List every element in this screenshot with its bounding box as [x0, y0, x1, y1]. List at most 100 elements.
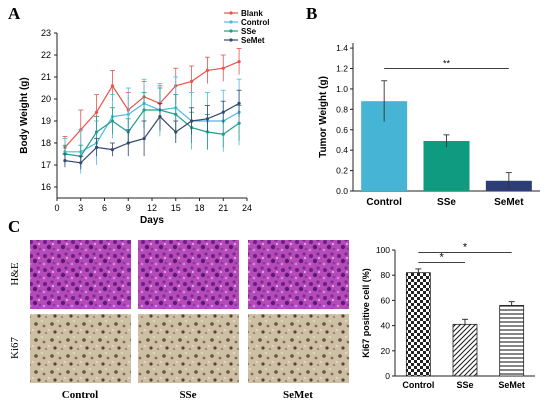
panel-label-b: B	[306, 4, 317, 23]
y-tick-label: 60	[381, 295, 391, 305]
tumor-weight-chart: 0.0 0.2 0.4 0.6 0.8 1.0 1.2 1.4 Tumor Weight (g)…	[318, 43, 540, 208]
y-axis-label: Ki67 positive cell (%)	[361, 268, 371, 358]
series-line-blank	[64, 61, 240, 148]
ki67-image-semet	[248, 314, 349, 383]
data-point	[221, 66, 225, 70]
ki67-image-control	[30, 314, 131, 383]
legend-marker	[229, 11, 233, 15]
x-tick-label: Control	[366, 197, 402, 208]
y-tick-label: 16	[41, 182, 51, 192]
y-tick-label: 22	[41, 50, 51, 60]
x-tick-label: 18	[194, 203, 204, 213]
y-tick-label: 0.4	[336, 145, 348, 155]
y-tick-label: 23	[41, 28, 51, 38]
legend-label: SSe	[241, 27, 257, 36]
y-tick-label: 0.2	[336, 166, 348, 176]
data-point	[110, 84, 115, 88]
data-point	[94, 110, 99, 114]
data-point	[110, 148, 115, 152]
data-point	[110, 119, 115, 123]
data-point	[126, 141, 130, 145]
y-tick-label: 21	[41, 72, 51, 82]
data-point	[158, 115, 162, 119]
column-label-control: Control	[62, 389, 98, 401]
data-point	[237, 101, 241, 105]
ki67-image-sse	[138, 314, 239, 383]
data-point	[237, 121, 241, 125]
x-tick-label: SSe	[437, 197, 456, 208]
bar-sse	[423, 140, 470, 191]
y-axis-label: Tumor Weight (g)	[318, 76, 329, 158]
y-tick-label: 1.4	[336, 43, 348, 53]
legend-label: SeMet	[241, 36, 265, 45]
he-image-semet	[248, 240, 349, 309]
data-point	[94, 130, 99, 134]
y-tick-label: 1.2	[336, 64, 348, 74]
x-tick-label: SSe	[456, 380, 473, 390]
significance-label: **	[443, 59, 451, 69]
histology-grid: H&E Ki67 Control SSe SeMet	[9, 240, 349, 401]
y-tick-label: 0.6	[336, 125, 348, 135]
x-tick-label: 21	[218, 203, 228, 213]
panel-label-c: C	[8, 217, 20, 236]
data-point	[221, 110, 225, 114]
y-tick-label: 20	[381, 346, 391, 356]
x-tick-label: 0	[54, 203, 59, 213]
data-point	[221, 132, 225, 136]
data-point	[94, 145, 99, 149]
series-line-semet	[64, 102, 240, 164]
x-tick-label: SeMet	[494, 197, 524, 208]
data-point	[79, 161, 83, 165]
legend-label: Control	[241, 18, 269, 27]
x-tick-label: 9	[126, 203, 131, 213]
data-point	[142, 137, 146, 141]
data-point	[142, 108, 146, 112]
legend-marker	[229, 38, 233, 42]
y-tick-label: 18	[41, 138, 51, 148]
column-label-sse: SSe	[179, 389, 196, 401]
bar-control	[405, 272, 431, 377]
x-tick-label: 12	[147, 203, 157, 213]
legend-marker	[229, 20, 233, 24]
series-line-control	[64, 102, 240, 153]
x-tick-label: 3	[78, 203, 83, 213]
significance-label: *	[440, 252, 445, 264]
body-weight-chart: 0 3 6 9 12 15 18 21 24 16 17 18 19 20 21 22 23 Days Body W…	[19, 9, 269, 226]
column-label-semet: SeMet	[283, 389, 313, 401]
data-point	[205, 117, 210, 121]
series-line-sse	[64, 109, 240, 157]
significance-label: *	[463, 242, 468, 254]
data-point	[126, 112, 130, 116]
bar-semet	[499, 305, 525, 377]
y-tick-label: 0.8	[336, 104, 348, 114]
legend-label: Blank	[241, 9, 263, 18]
x-tick-label: 6	[102, 203, 107, 213]
data-point	[189, 79, 194, 83]
bar-sse	[452, 323, 478, 377]
y-tick-label: 100	[376, 245, 390, 255]
y-tick-label: 17	[41, 160, 51, 170]
data-point	[205, 68, 210, 72]
legend-marker	[229, 29, 233, 33]
data-point	[189, 119, 194, 123]
y-tick-label: 0.0	[336, 186, 348, 196]
ki67-chart: 0 20 40 60 80 100 Ki67 positive cell (%) Contro…	[361, 242, 535, 390]
y-tick-label: 20	[41, 94, 51, 104]
x-tick-label: Control	[402, 380, 434, 390]
x-tick-label: 24	[242, 203, 252, 213]
y-axis-label: Body Weight (g)	[19, 77, 30, 153]
x-tick-label: SeMet	[498, 380, 525, 390]
panel-label-a: A	[8, 4, 21, 23]
data-point	[237, 60, 241, 64]
he-image-sse	[138, 240, 239, 309]
y-tick-label: 1.0	[336, 84, 348, 94]
data-point	[174, 130, 178, 134]
y-tick-label: 19	[41, 116, 51, 126]
x-axis-label: Days	[140, 215, 164, 226]
y-tick-label: 0	[385, 371, 390, 381]
he-image-control	[30, 240, 131, 309]
data-point	[174, 112, 178, 116]
y-tick-label: 80	[381, 270, 391, 280]
data-point	[63, 159, 67, 163]
